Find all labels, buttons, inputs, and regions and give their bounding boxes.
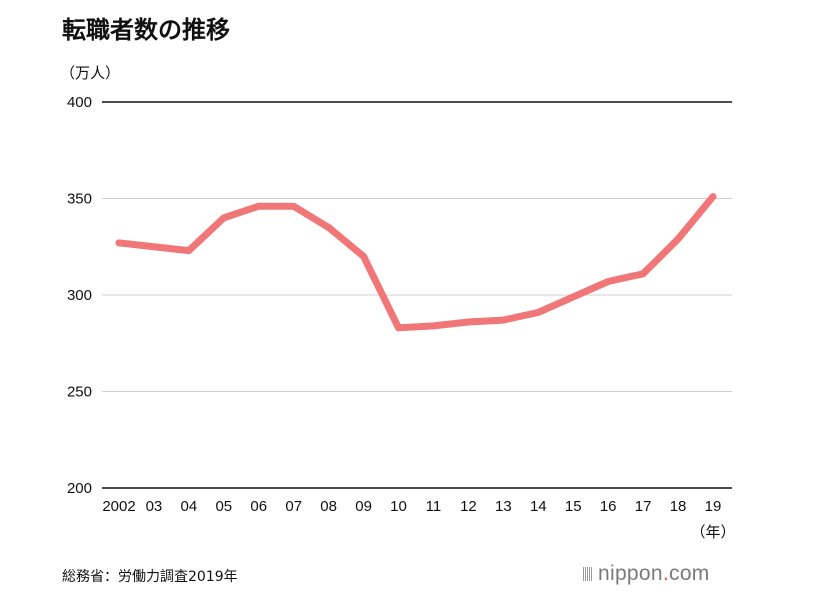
nippon-logo[interactable]: nippon. com	[583, 562, 710, 586]
x-tick-14: 14	[530, 498, 547, 515]
logo-dot: .	[662, 562, 670, 585]
x-tick-04: 04	[181, 498, 198, 515]
x-tick-10: 10	[390, 498, 407, 515]
x-tick-18: 18	[670, 498, 687, 515]
x-tick-17: 17	[635, 498, 652, 515]
x-tick-08: 08	[320, 498, 337, 515]
source-note: 総務省：労働力調査2019年	[62, 569, 238, 585]
x-unit-label: （年）	[690, 524, 735, 541]
x-tick-15: 15	[565, 498, 582, 515]
x-tick-07: 07	[285, 498, 302, 515]
chart-title: 転職者数の推移	[62, 16, 230, 44]
y-tick-labels: 200 250 300 350 400	[67, 94, 92, 497]
series-line-0	[115, 193, 717, 332]
y-tick-200: 200	[67, 480, 92, 497]
y-tick-400: 400	[67, 94, 92, 111]
y-tick-250: 250	[67, 384, 92, 401]
x-tick-2002: 2002	[102, 498, 135, 515]
grid-lines	[102, 101, 732, 489]
x-tick-19: 19	[705, 498, 722, 515]
x-tick-06: 06	[250, 498, 267, 515]
y-unit-label: （万人）	[60, 64, 121, 82]
logo-text: nippon	[598, 562, 663, 585]
x-tick-13: 13	[495, 498, 512, 515]
x-tick-03: 03	[146, 498, 163, 515]
x-tick-16: 16	[600, 498, 617, 515]
y-tick-300: 300	[67, 287, 92, 304]
logo-suffix: com	[669, 562, 710, 585]
x-tick-09: 09	[355, 498, 372, 515]
x-tick-05: 05	[215, 498, 232, 515]
x-tick-11: 11	[426, 498, 442, 515]
x-tick-12: 12	[460, 498, 477, 515]
x-tick-labels: 2002 03 04 05 06 07 08 09 10 11 12 13 14 15 16 17 18 19	[102, 498, 721, 515]
series-group	[115, 193, 717, 332]
logo-mark-icon	[583, 567, 592, 581]
y-tick-350: 350	[67, 191, 92, 208]
